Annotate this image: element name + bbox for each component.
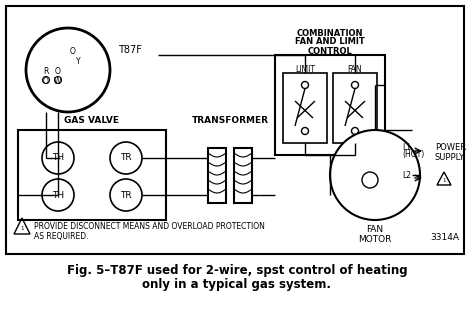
- Text: CONTROL: CONTROL: [308, 46, 352, 56]
- Text: TR: TR: [120, 154, 132, 162]
- Text: 1: 1: [20, 225, 24, 231]
- Text: PROVIDE DISCONNECT MEANS AND OVERLOAD PROTECTION
AS REQUIRED.: PROVIDE DISCONNECT MEANS AND OVERLOAD PR…: [34, 222, 265, 241]
- Text: COMBINATION: COMBINATION: [297, 29, 363, 38]
- Text: FAN: FAN: [366, 225, 383, 234]
- Circle shape: [362, 172, 378, 188]
- Text: L2: L2: [402, 170, 411, 179]
- Text: TH: TH: [52, 154, 64, 162]
- Circle shape: [42, 179, 74, 211]
- Bar: [6, 6, 464, 254]
- Bar: [208, 148, 226, 203]
- Text: R: R: [43, 67, 49, 77]
- Bar: [234, 148, 252, 203]
- Text: W: W: [54, 78, 62, 86]
- Bar: [283, 73, 327, 143]
- Circle shape: [55, 77, 62, 84]
- Text: FAN: FAN: [348, 65, 362, 73]
- Text: SUPPLY: SUPPLY: [435, 154, 465, 162]
- Text: Y: Y: [76, 58, 80, 66]
- Text: TR: TR: [120, 190, 132, 199]
- Circle shape: [301, 81, 309, 88]
- Text: (HOT): (HOT): [402, 150, 424, 160]
- Text: O: O: [55, 67, 61, 77]
- Text: O: O: [43, 78, 49, 86]
- Text: only in a typical gas system.: only in a typical gas system.: [143, 278, 331, 291]
- Text: TRANSFORMER: TRANSFORMER: [191, 116, 268, 125]
- Text: 3314A: 3314A: [430, 233, 459, 243]
- Circle shape: [352, 81, 358, 88]
- Text: L1: L1: [402, 143, 411, 153]
- Circle shape: [26, 28, 110, 112]
- Text: Fig. 5–T87F used for 2-wire, spst control of heating: Fig. 5–T87F used for 2-wire, spst contro…: [67, 264, 407, 277]
- Text: T87F: T87F: [118, 45, 142, 55]
- Circle shape: [110, 142, 142, 174]
- Text: MOTOR: MOTOR: [358, 236, 392, 245]
- Bar: [333, 73, 377, 143]
- Text: FAN AND LIMIT: FAN AND LIMIT: [295, 38, 365, 46]
- Circle shape: [42, 142, 74, 174]
- Text: TH: TH: [52, 190, 64, 199]
- Text: POWER: POWER: [435, 143, 466, 153]
- Bar: [18, 130, 166, 220]
- Text: O: O: [70, 47, 76, 57]
- Text: LIMIT: LIMIT: [295, 65, 315, 73]
- Bar: [275, 55, 385, 155]
- Circle shape: [330, 130, 420, 220]
- Circle shape: [43, 77, 49, 84]
- Circle shape: [352, 128, 358, 135]
- Text: GAS VALVE: GAS VALVE: [64, 116, 119, 125]
- Circle shape: [110, 179, 142, 211]
- Text: 1: 1: [442, 177, 446, 183]
- Circle shape: [301, 128, 309, 135]
